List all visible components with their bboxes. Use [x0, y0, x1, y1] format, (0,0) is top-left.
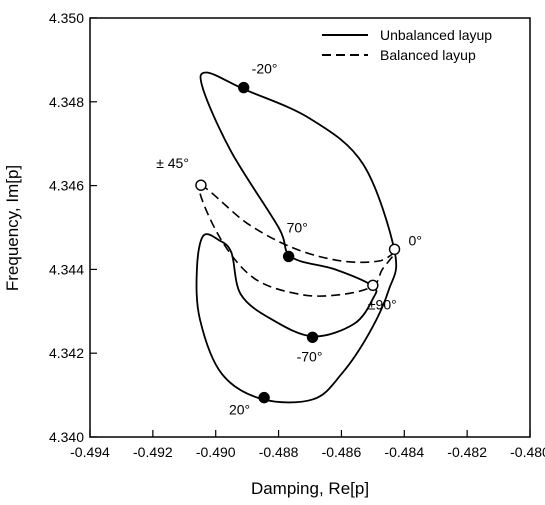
- y-tick-label: 4.342: [49, 345, 84, 361]
- x-tick-label: -0.486: [322, 444, 362, 460]
- angle-annotation: -20°: [252, 61, 278, 77]
- marker-filled: [258, 391, 270, 404]
- legend-label-balanced: Balanced layup: [380, 47, 476, 63]
- y-tick-label: 4.344: [49, 261, 84, 277]
- x-tick-label: -0.494: [70, 444, 110, 460]
- angle-annotation: 20°: [229, 402, 250, 418]
- x-tick-label: -0.484: [384, 444, 424, 460]
- marker-open: [367, 279, 379, 292]
- marker-open: [195, 179, 207, 191]
- marker-open: [388, 243, 401, 255]
- x-axis: -0.494 -0.492 -0.490 -0.488 -0.486 -0.484 -0.4…: [70, 430, 545, 460]
- legend-label-unbalanced: Unbalanced layup: [380, 27, 492, 43]
- marker-layer: -20° ± 45° 70° 0° ±90° -70° 20°: [156, 61, 422, 418]
- marker-filled: [306, 331, 319, 343]
- marker-filled: [237, 81, 250, 94]
- series-balanced-layup: [198, 184, 396, 297]
- y-tick-label: 4.340: [49, 429, 84, 445]
- y-tick-label: 4.346: [49, 178, 84, 194]
- y-axis: 4.340 4.342 4.344 4.346 4.348 4.350: [49, 10, 97, 445]
- angle-annotation: -70°: [297, 348, 323, 364]
- x-tick-label: -0.490: [196, 444, 236, 460]
- y-tick-label: 4.348: [49, 94, 84, 110]
- y-tick-label: 4.350: [49, 10, 84, 26]
- legend: Unbalanced layup Balanced layup: [322, 27, 492, 63]
- angle-annotation: 70°: [287, 219, 308, 235]
- x-tick-label: -0.482: [447, 444, 487, 460]
- x-axis-title: Damping, Re[p]: [251, 479, 369, 498]
- marker-filled: [282, 250, 295, 263]
- x-tick-label: -0.492: [133, 444, 173, 460]
- angle-annotation: ±90°: [368, 296, 397, 312]
- angle-annotation: ± 45°: [156, 155, 189, 171]
- plot-frame: [89, 17, 531, 438]
- x-tick-label: -0.488: [259, 444, 299, 460]
- y-axis-title: Frequency, Im[p]: [3, 165, 22, 291]
- angle-annotation: 0°: [409, 232, 422, 248]
- x-tick-label: -0.480: [510, 444, 545, 460]
